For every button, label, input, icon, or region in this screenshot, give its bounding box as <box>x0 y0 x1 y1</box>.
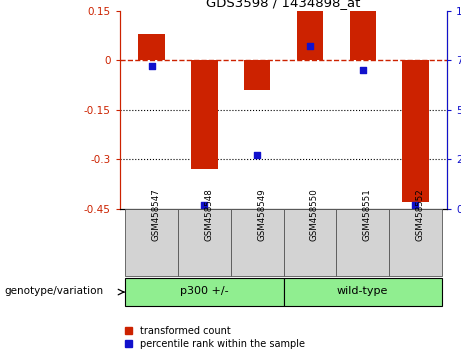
Bar <box>297 11 323 60</box>
Point <box>201 202 208 208</box>
Legend: transformed count, percentile rank within the sample: transformed count, percentile rank withi… <box>125 326 305 349</box>
Bar <box>138 34 165 60</box>
Bar <box>337 209 389 276</box>
Bar <box>178 209 230 276</box>
Bar <box>389 209 442 276</box>
Bar <box>230 209 284 276</box>
Text: GSM458548: GSM458548 <box>204 188 213 241</box>
Bar <box>191 60 218 169</box>
Bar <box>125 209 178 276</box>
Text: wild-type: wild-type <box>337 286 388 296</box>
Text: GSM458549: GSM458549 <box>257 188 266 241</box>
Bar <box>402 60 429 202</box>
Title: GDS3598 / 1434898_at: GDS3598 / 1434898_at <box>207 0 361 10</box>
Point <box>359 67 366 73</box>
Text: GSM458551: GSM458551 <box>363 188 372 241</box>
Bar <box>349 11 376 60</box>
Text: GSM458550: GSM458550 <box>310 188 319 241</box>
Point <box>412 202 419 208</box>
Text: genotype/variation: genotype/variation <box>5 286 104 296</box>
Text: GSM458552: GSM458552 <box>415 188 425 241</box>
Text: GSM458547: GSM458547 <box>152 188 160 241</box>
Bar <box>125 278 284 306</box>
Bar <box>244 60 270 90</box>
Bar <box>284 209 337 276</box>
Bar <box>284 278 442 306</box>
Point <box>148 63 155 69</box>
Text: p300 +/-: p300 +/- <box>180 286 229 296</box>
Point <box>254 153 261 158</box>
Point <box>306 44 313 49</box>
